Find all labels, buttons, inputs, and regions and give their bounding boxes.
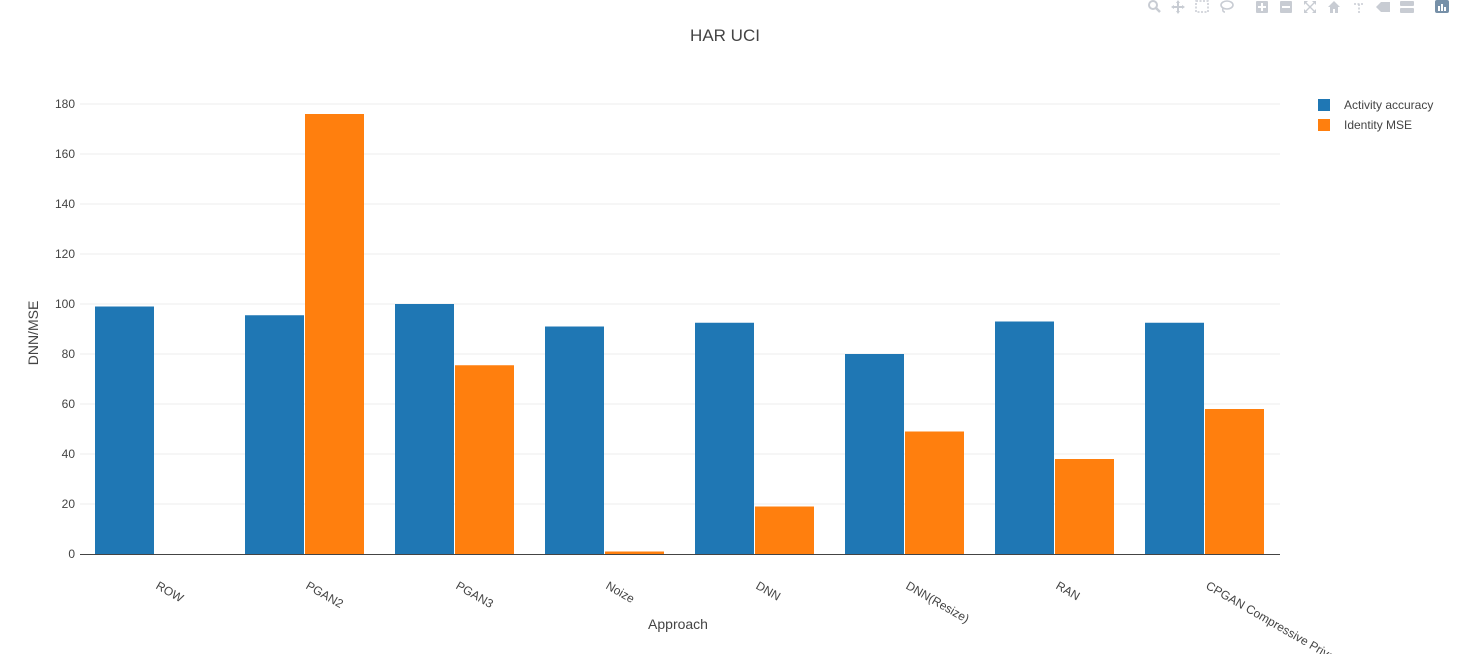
y-tick-label: 60 (62, 397, 76, 411)
bar-identity-mse-1[interactable] (305, 114, 364, 554)
y-tick-label: 100 (55, 297, 75, 311)
x-tick-label: PGAN2 (304, 578, 347, 611)
bars (95, 114, 1264, 554)
bar-activity-accuracy-5[interactable] (845, 354, 904, 554)
box-select-icon[interactable] (1195, 0, 1211, 13)
bar-activity-accuracy-1[interactable] (245, 315, 304, 554)
y-tick-label: 20 (62, 497, 76, 511)
bar-activity-accuracy-6[interactable] (995, 321, 1054, 555)
bar-identity-mse-4[interactable] (755, 506, 814, 555)
y-axis-title: DNN/MSE (25, 301, 41, 366)
bar-identity-mse-3[interactable] (605, 551, 664, 555)
x-tick-labels: ROW PGAN2 PGAN3 Noize DNN DNN(Resize) RAN CPGAN… (154, 578, 1348, 654)
zoom-in-icon[interactable] (1255, 1, 1271, 13)
x-tick-label: DNN (754, 578, 784, 603)
x-tick-label: CPGAN Compressive Privacy (1204, 578, 1348, 654)
bar-activity-accuracy-4[interactable] (695, 322, 754, 554)
legend-swatch (1318, 119, 1330, 131)
y-tick-label: 0 (68, 547, 75, 561)
bar-activity-accuracy-0[interactable] (95, 306, 154, 555)
spike-lines-icon[interactable] (1351, 1, 1367, 13)
zoom-icon[interactable] (1147, 0, 1163, 13)
legend: Activity accuracy Identity MSE (1318, 98, 1433, 132)
chart-title: HAR UCI (690, 26, 760, 45)
y-tick-label: 80 (62, 347, 76, 361)
hover-closest-icon[interactable] (1375, 1, 1391, 13)
legend-swatch (1318, 99, 1330, 111)
hover-compare-icon[interactable] (1399, 1, 1415, 13)
bar-identity-mse-2[interactable] (455, 365, 514, 554)
x-tick-label: Noize (604, 578, 638, 606)
x-tick-label: ROW (154, 578, 187, 605)
lasso-select-icon[interactable] (1219, 0, 1235, 13)
y-tick-label: 120 (55, 247, 75, 261)
bar-activity-accuracy-7[interactable] (1145, 322, 1204, 554)
x-axis-title: Approach (648, 616, 708, 632)
pan-icon[interactable] (1171, 0, 1187, 14)
modebar (1147, 0, 1451, 14)
y-tick-label: 160 (55, 147, 75, 161)
legend-label[interactable]: Activity accuracy (1344, 98, 1433, 112)
y-tick-labels: 0 20 40 60 80 100 120 140 160 180 (55, 97, 75, 561)
x-tick-label: RAN (1054, 578, 1083, 603)
autoscale-icon[interactable] (1303, 1, 1319, 13)
reset-axes-icon[interactable] (1327, 1, 1343, 13)
x-tick-label: DNN(Resize) (904, 578, 972, 625)
plotly-logo-icon[interactable] (1435, 0, 1451, 13)
zoom-out-icon[interactable] (1279, 1, 1295, 13)
bar-identity-mse-7[interactable] (1205, 409, 1264, 554)
y-tick-label: 40 (62, 447, 76, 461)
bar-activity-accuracy-3[interactable] (545, 326, 604, 555)
bar-identity-mse-6[interactable] (1055, 459, 1114, 554)
legend-label[interactable]: Identity MSE (1344, 118, 1412, 132)
y-tick-label: 140 (55, 197, 75, 211)
x-tick-label: PGAN3 (454, 578, 497, 611)
y-tick-label: 180 (55, 97, 75, 111)
bar-activity-accuracy-2[interactable] (395, 304, 454, 554)
bar-identity-mse-5[interactable] (905, 431, 964, 555)
